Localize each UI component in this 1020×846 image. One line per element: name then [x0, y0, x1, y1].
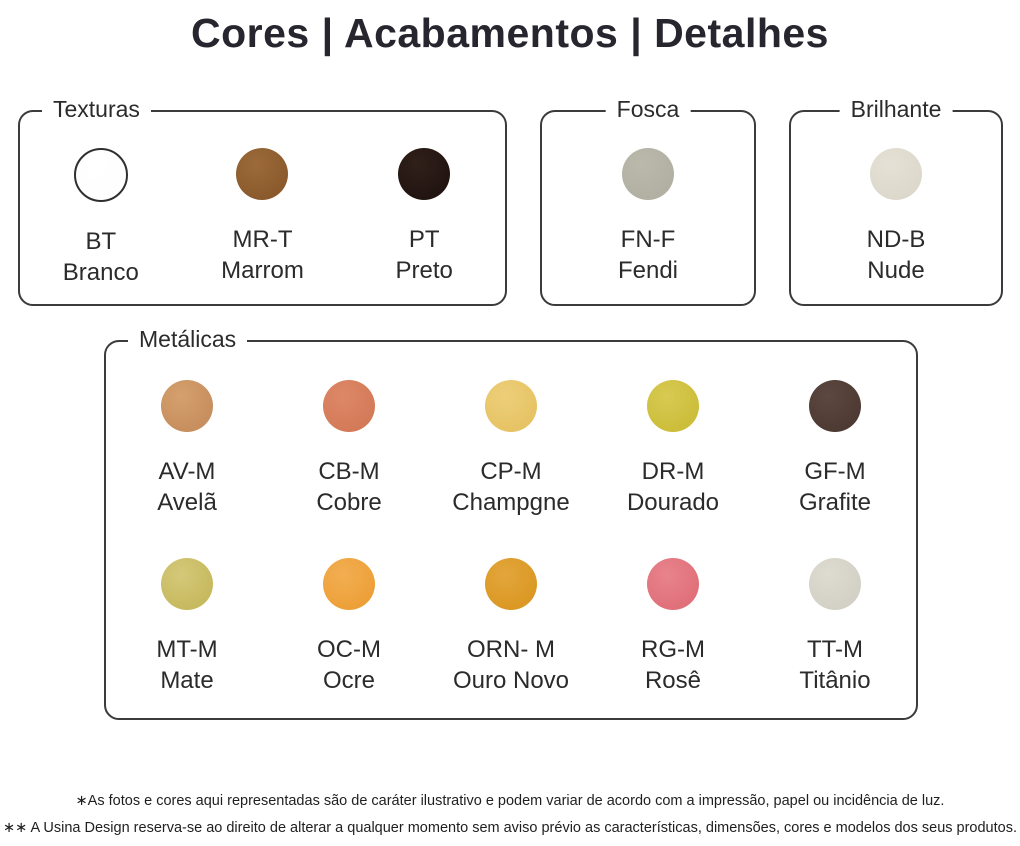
- swatch-code: OC-M: [317, 636, 381, 663]
- swatch-code: DR-M: [641, 458, 705, 485]
- swatch-code: FN-F: [620, 226, 676, 253]
- swatch-name: Cobre: [316, 489, 382, 516]
- swatch-cb-m: CB-M Cobre: [316, 380, 382, 518]
- panel-fosca-label: Fosca: [605, 96, 691, 124]
- swatch-tt-m: TT-M Titânio: [799, 558, 871, 696]
- swatch-rg-m: RG-M Rosê: [641, 558, 705, 696]
- swatch-name: Marrom: [221, 257, 304, 284]
- page-title: Cores | Acabamentos | Detalhes: [191, 10, 829, 56]
- swatch-name: Branco: [62, 259, 139, 286]
- swatch-code: CB-M: [318, 458, 380, 485]
- color-swatch-circle-gf-m: [809, 380, 861, 432]
- swatch-name: Ouro Novo: [452, 667, 570, 694]
- swatch-code: ORN- M: [467, 636, 555, 663]
- fosca-swatch-grid: FN-F Fendi: [542, 112, 754, 304]
- panel-metalicas: Metálicas AV-M Avelã CB-M Cobre CP-M Champgne…: [104, 326, 918, 720]
- panel-brilhante: Brilhante ND-B Nude: [789, 96, 1003, 306]
- texturas-swatch-grid: BT Branco MR-T Marrom PT Preto: [20, 112, 505, 304]
- brilhante-swatch-grid: ND-B Nude: [791, 112, 1001, 304]
- swatch-name: Avelã: [157, 489, 217, 516]
- color-swatch-circle-nd-b: [869, 148, 922, 200]
- color-swatch-circle-mt-m: [161, 558, 213, 610]
- color-swatch-circle-av-m: [160, 380, 213, 432]
- swatch-name: Rosê: [644, 667, 701, 694]
- swatch-name: Fendi: [617, 257, 679, 284]
- swatch-code: MR-T: [232, 226, 293, 253]
- swatch-name: Titânio: [799, 667, 871, 694]
- swatch-gf-m: GF-M Grafite: [799, 380, 871, 518]
- swatch-pt: PT Preto: [395, 148, 453, 288]
- swatch-code: CP-M: [480, 458, 542, 485]
- swatch-bt: BT Branco: [63, 148, 139, 288]
- color-swatch-circle-cb-m: [323, 380, 375, 432]
- swatch-mr-t: MR-T Marrom: [221, 148, 304, 288]
- swatch-code: RG-M: [641, 636, 705, 663]
- swatch-name: Preto: [395, 257, 453, 284]
- color-swatch-circle-pt: [398, 148, 451, 200]
- swatch-name: Ocre: [322, 667, 375, 694]
- swatch-mt-m: MT-M Mate: [156, 558, 218, 696]
- panel-texturas: Texturas BT Branco MR-T Marrom PT Preto: [18, 96, 507, 306]
- swatch-fn-f: FN-F Fendi: [618, 148, 678, 286]
- footer-disclaimer-line2: ∗∗ A Usina Design reserva-se ao direito …: [2, 820, 1017, 836]
- color-swatch-circle-fn-f: [621, 148, 674, 200]
- color-swatch-circle-oc-m: [322, 558, 375, 610]
- swatch-code: AV-M: [158, 458, 216, 485]
- footer-disclaimer-line1: ∗As fotos e cores aqui representadas são…: [75, 793, 945, 809]
- color-swatch-circle-tt-m: [809, 558, 861, 610]
- swatch-code: MT-M: [156, 636, 218, 663]
- swatch-code: PT: [408, 226, 440, 253]
- panel-brilhante-label: Brilhante: [839, 96, 953, 124]
- swatch-name: Dourado: [626, 489, 720, 516]
- swatch-code: TT-M: [807, 636, 863, 663]
- color-swatch-circle-rg-m: [646, 558, 699, 610]
- swatch-name: Champgne: [452, 489, 570, 516]
- panel-fosca: Fosca FN-F Fendi: [540, 96, 756, 306]
- swatch-cp-m: CP-M Champgne: [452, 380, 570, 518]
- color-swatch-circle-bt: [73, 148, 128, 202]
- swatch-orn-m: ORN- M Ouro Novo: [453, 558, 569, 696]
- panel-metalicas-label: Metálicas: [128, 326, 248, 354]
- swatch-av-m: AV-M Avelã: [157, 380, 217, 518]
- color-swatch-circle-mr-t: [236, 148, 289, 200]
- swatch-code: GF-M: [804, 458, 866, 485]
- color-swatch-circle-dr-m: [647, 380, 699, 432]
- swatch-name: Grafite: [798, 489, 872, 516]
- swatch-dr-m: DR-M Dourado: [627, 380, 719, 518]
- swatch-name: Nude: [867, 257, 925, 284]
- metalicas-swatch-grid: AV-M Avelã CB-M Cobre CP-M Champgne DR-M Dourad…: [106, 342, 916, 718]
- swatch-code: BT: [85, 228, 117, 255]
- panel-texturas-label: Texturas: [42, 96, 151, 124]
- swatch-oc-m: OC-M Ocre: [317, 558, 381, 696]
- swatch-nd-b: ND-B Nude: [866, 148, 926, 286]
- swatch-code: ND-B: [866, 226, 926, 253]
- color-swatch-circle-orn-m: [485, 558, 537, 610]
- swatch-name: Mate: [160, 667, 214, 694]
- color-swatch-circle-cp-m: [484, 380, 537, 432]
